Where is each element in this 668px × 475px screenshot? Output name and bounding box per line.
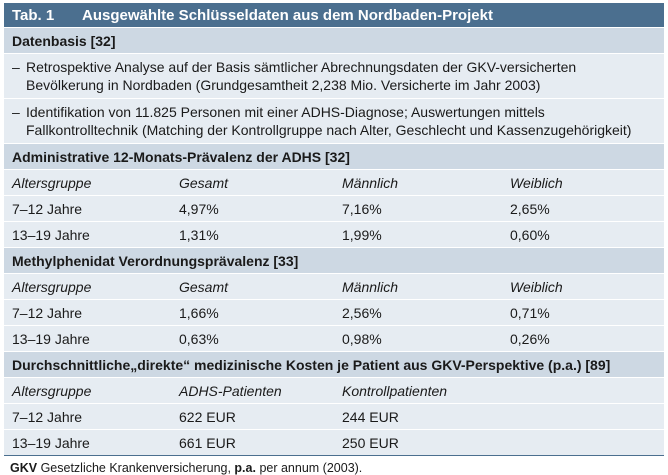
table-cell: 7–12 Jahre — [12, 200, 83, 217]
bullet-dash: – — [12, 104, 20, 120]
table-row: 7–12 Jahre 622 EUR 244 EUR — [4, 403, 664, 429]
column-header: Altersgruppe — [12, 174, 92, 191]
footnote-definition: Gesetzliche Krankenversicherung, — [37, 461, 235, 475]
table-row: 7–12 Jahre 4,97% 7,16% 2,65% — [4, 195, 664, 221]
table-cell: 0,63% — [179, 330, 219, 347]
table-cell: 7–12 Jahre — [12, 408, 83, 425]
bullet-dash: – — [12, 59, 20, 75]
bullet-item: – Retrospektive Analyse auf der Basis sä… — [4, 53, 664, 98]
table-row: 13–19 Jahre 661 EUR 250 EUR — [4, 429, 664, 455]
table-title-bar: Tab. 1 Ausgewählte Schlüsseldaten aus de… — [4, 3, 664, 27]
column-header: Altersgruppe — [12, 278, 92, 295]
footnote-abbr: GKV — [10, 461, 38, 475]
table-cell: 0,71% — [510, 304, 550, 321]
table-cell: 661 EUR — [179, 434, 236, 451]
table-cell: 0,98% — [342, 330, 382, 347]
table-cell: 1,31% — [179, 226, 219, 243]
table-cell: 7,16% — [342, 200, 382, 217]
column-header: ADHS-Patienten — [179, 382, 282, 399]
column-header-row: Altersgruppe Gesamt Männlich Weiblich — [4, 169, 664, 195]
column-header: Gesamt — [179, 278, 229, 295]
table-row: 13–19 Jahre 1,31% 1,99% 0,60% — [4, 221, 664, 247]
table-cell: 622 EUR — [179, 408, 236, 425]
column-header: Altersgruppe — [12, 382, 92, 399]
table-cell: 250 EUR — [342, 434, 399, 451]
section-heading-kosten: Durchschnittliche„direkte“ medizinische … — [4, 351, 664, 377]
bullet-text: Identifikation von 11.825 Personen mit e… — [26, 104, 632, 138]
column-header-row: Altersgruppe Gesamt Männlich Weiblich — [4, 273, 664, 299]
table-number: Tab. 1 — [12, 6, 55, 24]
table-cell: 2,65% — [510, 200, 550, 217]
table-cell: 2,56% — [342, 304, 382, 321]
table-cell: 1,66% — [179, 304, 219, 321]
table-cell: 7–12 Jahre — [12, 304, 83, 321]
section-heading-methylphenidat: Methylphenidat Verordnungsprävalenz [33] — [4, 247, 664, 273]
table-cell: 13–19 Jahre — [12, 330, 90, 347]
table-row: 13–19 Jahre 0,63% 0,98% 0,26% — [4, 325, 664, 351]
column-header: Männlich — [342, 278, 399, 295]
table-cell: 13–19 Jahre — [12, 434, 90, 451]
section-heading-praevalenz: Administrative 12-Monats-Prävalenz der A… — [4, 143, 664, 169]
footnote-definition: per annum (2003). — [255, 461, 363, 475]
column-header: Weiblich — [510, 278, 563, 295]
table-cell: 1,99% — [342, 226, 382, 243]
table-title: Ausgewählte Schlüsseldaten aus dem Nordb… — [82, 6, 493, 24]
table-cell: 0,60% — [510, 226, 550, 243]
data-table: Tab. 1 Ausgewählte Schlüsseldaten aus de… — [4, 3, 664, 475]
column-header-row: Altersgruppe ADHS-Patienten Kontrollpati… — [4, 377, 664, 403]
table-cell: 13–19 Jahre — [12, 226, 90, 243]
section-heading-datenbasis: Datenbasis [32] — [4, 27, 664, 53]
table-row: 7–12 Jahre 1,66% 2,56% 0,71% — [4, 299, 664, 325]
column-header: Männlich — [342, 174, 399, 191]
table-cell: 0,26% — [510, 330, 550, 347]
table-cell: 244 EUR — [342, 408, 399, 425]
footnote-abbr: p.a. — [234, 461, 256, 475]
table-footnote: GKV Gesetzliche Krankenversicherung, p.a… — [4, 455, 664, 475]
table-cell: 4,97% — [179, 200, 219, 217]
column-header: Weiblich — [510, 174, 563, 191]
column-header: Gesamt — [179, 174, 229, 191]
bullet-text: Retrospektive Analyse auf der Basis sämt… — [26, 59, 577, 93]
column-header: Kontrollpatienten — [342, 382, 448, 399]
bullet-item: – Identifikation von 11.825 Personen mit… — [4, 98, 664, 143]
